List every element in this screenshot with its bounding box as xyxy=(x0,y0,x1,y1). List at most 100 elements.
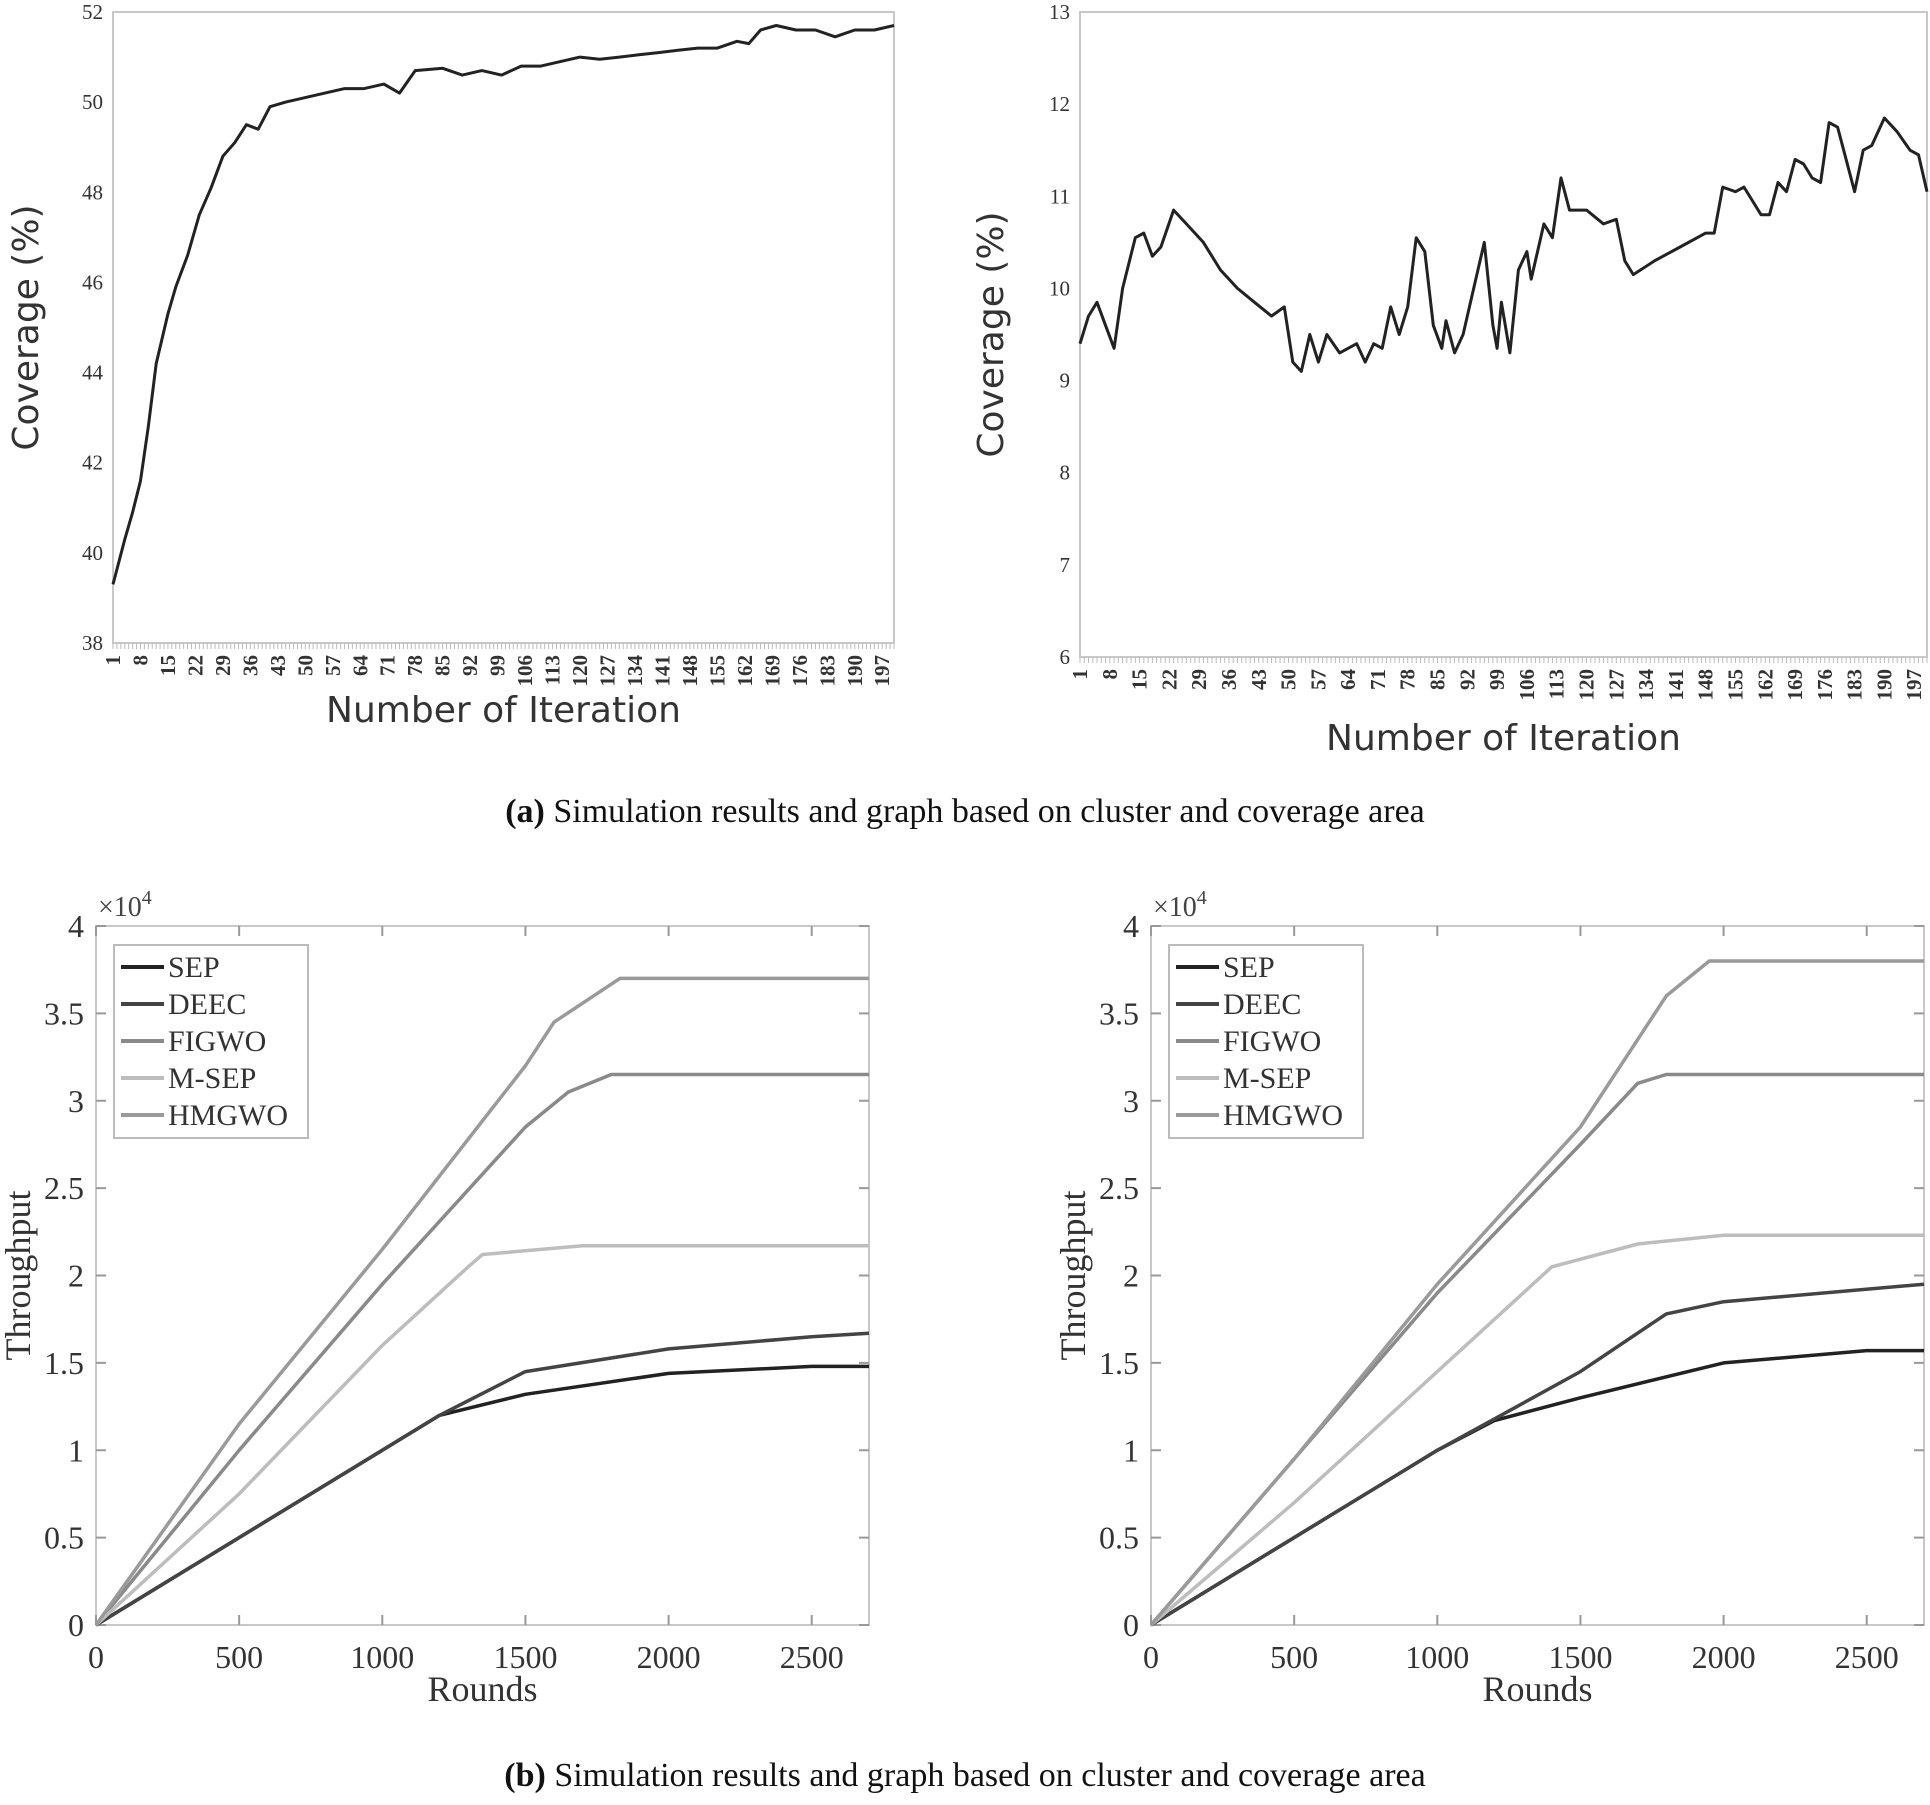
x-tick-label: 78 xyxy=(403,655,427,676)
y-tick-label: 50 xyxy=(82,90,103,114)
plot-frame xyxy=(112,11,895,644)
x-tick-label: 197 xyxy=(1902,669,1926,701)
legend-label: M-SEP xyxy=(1223,1062,1311,1095)
y-tick-label: 1.5 xyxy=(44,1345,84,1381)
legend-label: DEEC xyxy=(168,988,246,1021)
x-tick-label: 169 xyxy=(760,655,784,687)
y-tick-label: 1 xyxy=(1123,1432,1139,1468)
x-tick-label: 500 xyxy=(1270,1639,1318,1675)
x-tick-label: 113 xyxy=(1545,669,1569,699)
x-tick-label: 169 xyxy=(1783,669,1807,701)
y-tick-label: 2.5 xyxy=(1099,1170,1139,1206)
legend-label: HMGWO xyxy=(168,1099,288,1132)
x-tick-label: 176 xyxy=(788,655,812,687)
series-line-sep xyxy=(1150,1348,1924,1627)
x-tick-label: 22 xyxy=(1157,669,1181,690)
x-tick-label: 190 xyxy=(1872,669,1896,701)
caption-b: (b) Simulation results and graph based o… xyxy=(0,1757,1930,1795)
x-tick-label: 2000 xyxy=(637,1639,701,1675)
x-tick-label: 8 xyxy=(1098,669,1122,680)
x-tick-label: 148 xyxy=(678,655,702,687)
x-tick-label: 85 xyxy=(431,655,455,676)
x-tick-label: 2500 xyxy=(780,1639,844,1675)
y-multiplier: ×104 xyxy=(1153,887,1207,923)
y-multiplier: ×104 xyxy=(98,887,152,923)
x-tick-label: 22 xyxy=(183,655,207,676)
series-line-deec xyxy=(95,1331,870,1627)
x-tick-label: 197 xyxy=(870,655,894,687)
legend: SEP DEEC FIGWO M-SEP HMGWO xyxy=(113,944,309,1139)
x-tick-label: 57 xyxy=(321,655,345,676)
series-line-m-sep xyxy=(1149,1233,1924,1627)
legend: SEP DEEC FIGWO M-SEP HMGWO xyxy=(1168,944,1364,1139)
x-tick-label: 8 xyxy=(128,655,152,666)
y-multiplier-base: ×10 xyxy=(98,892,142,923)
y-tick-label: 13 xyxy=(1049,0,1070,24)
caption-a-label: (a) xyxy=(505,793,545,830)
x-tick-label: 127 xyxy=(596,655,620,687)
x-tick-label: 50 xyxy=(1277,669,1301,690)
y-axis-label: Coverage (%) xyxy=(971,211,1012,457)
chart-4: 0 0.5 1 1.5 2 2.5 3 3.5 4 0 500 1000 1500 2000 2500 ×10… xyxy=(1053,887,1925,1709)
x-tick-label: 36 xyxy=(238,655,262,676)
y-axis-label: Throughput xyxy=(1053,1191,1093,1361)
x-tick-label: 85 xyxy=(1426,669,1450,690)
x-tick-label: 134 xyxy=(1634,669,1658,701)
series-line-hmgwo xyxy=(94,976,869,1627)
y-tick-label: 11 xyxy=(1050,184,1070,208)
x-tick-label: 2500 xyxy=(1835,1639,1899,1675)
x-tick-label: 57 xyxy=(1306,669,1330,690)
y-tick-label: 38 xyxy=(82,631,103,655)
y-tick-label: 3 xyxy=(68,1083,84,1119)
series-line xyxy=(1078,116,1929,373)
chart-3: 0 0.5 1 1.5 2 2.5 3 3.5 4 0 500 1000 1500 2000 2500 ×10… xyxy=(0,887,870,1709)
x-tick-label: 1000 xyxy=(350,1639,414,1675)
legend-label: HMGWO xyxy=(1223,1099,1343,1132)
x-tick-label: 71 xyxy=(376,655,400,676)
y-tick-label: 3 xyxy=(1123,1083,1139,1119)
series-line xyxy=(111,24,895,585)
x-tick-label: 162 xyxy=(1753,669,1777,701)
x-tick-label: 113 xyxy=(541,655,565,685)
x-tick-label: 134 xyxy=(623,655,647,687)
x-tick-label: 50 xyxy=(293,655,317,676)
x-tick-label: 15 xyxy=(156,655,180,676)
x-tick-label: 162 xyxy=(733,655,757,687)
x-tick-label: 190 xyxy=(843,655,867,687)
x-tick-label: 0 xyxy=(1143,1639,1159,1675)
y-tick-label: 0 xyxy=(68,1607,84,1643)
x-tick-label: 71 xyxy=(1366,669,1390,690)
y-tick-label: 2 xyxy=(1123,1258,1139,1294)
x-tick-label: 36 xyxy=(1217,669,1241,690)
x-tick-label: 43 xyxy=(266,655,290,676)
y-tick-label: 1 xyxy=(68,1432,84,1468)
x-tick-label: 2000 xyxy=(1692,1639,1756,1675)
x-tick-label: 64 xyxy=(1336,669,1360,691)
x-tick-label: 92 xyxy=(458,655,482,676)
y-axis-label: Throughput xyxy=(0,1191,38,1361)
y-tick-label: 1.5 xyxy=(1099,1345,1139,1381)
series-line-sep xyxy=(95,1364,869,1627)
x-tick-label: 106 xyxy=(513,655,537,687)
x-tick-label: 155 xyxy=(705,655,729,687)
y-tick-label: 2.5 xyxy=(44,1170,84,1206)
x-tick-label: 29 xyxy=(1187,669,1211,690)
x-tick-label: 99 xyxy=(486,655,510,676)
x-axis-label: Number of Iteration xyxy=(326,690,681,731)
x-tick-label: 500 xyxy=(215,1639,263,1675)
legend-label: SEP xyxy=(168,951,220,984)
caption-b-label: (b) xyxy=(504,1757,546,1794)
y-tick-label: 10 xyxy=(1049,276,1070,300)
x-tick-label: 183 xyxy=(1843,669,1867,701)
x-tick-label: 0 xyxy=(88,1639,104,1675)
x-tick-label: 120 xyxy=(568,655,592,687)
y-multiplier-exponent: 4 xyxy=(142,887,152,909)
x-tick-label: 1 xyxy=(1068,669,1092,680)
x-tick-label: 141 xyxy=(650,655,674,687)
x-tick-label: 1500 xyxy=(1548,1639,1612,1675)
x-tick-label: 15 xyxy=(1128,669,1152,690)
x-tick-label: 92 xyxy=(1455,669,1479,690)
